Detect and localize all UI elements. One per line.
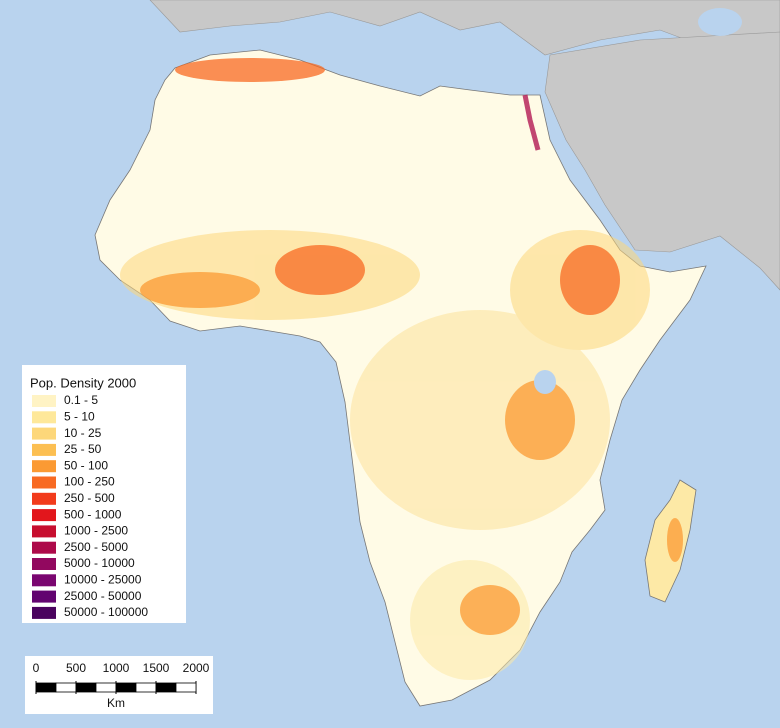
lake-victoria bbox=[534, 370, 556, 394]
hotspot bbox=[505, 380, 575, 460]
legend-items: 0.1 - 5 5 - 10 10 - 25 25 - 50 50 - 100 100 -… bbox=[32, 393, 148, 619]
legend-label: 100 - 250 bbox=[64, 475, 115, 489]
hotspot bbox=[560, 245, 620, 315]
legend-swatch bbox=[32, 427, 56, 440]
hotspot bbox=[667, 518, 683, 562]
legend-swatch bbox=[32, 476, 56, 489]
legend-swatch bbox=[32, 411, 56, 424]
density-area bbox=[120, 230, 420, 320]
scale-segment bbox=[115, 682, 137, 693]
legend-label: 25 - 50 bbox=[64, 442, 102, 456]
hotspot bbox=[175, 58, 325, 82]
scale-segment bbox=[35, 682, 57, 693]
caspian-sea bbox=[698, 8, 742, 36]
legend-swatch bbox=[32, 509, 56, 522]
legend-label: 50000 - 100000 bbox=[64, 605, 148, 619]
legend-label: 2500 - 5000 bbox=[64, 540, 128, 554]
legend-label: 10 - 25 bbox=[64, 426, 102, 440]
legend-swatch bbox=[32, 443, 56, 456]
legend-label: 1000 - 2500 bbox=[64, 524, 128, 538]
scale-bar: 0 500 1000 1500 2000 Km bbox=[33, 661, 210, 710]
legend-swatch bbox=[32, 525, 56, 538]
scale-tick-label: 2000 bbox=[183, 661, 210, 675]
legend-swatch bbox=[32, 590, 56, 603]
density-hotspots bbox=[140, 58, 683, 635]
scale-segment bbox=[95, 682, 117, 693]
legend-swatch bbox=[32, 558, 56, 570]
legend-swatch bbox=[32, 574, 56, 587]
legend-label: 25000 - 50000 bbox=[64, 589, 142, 603]
scale-segment bbox=[135, 682, 157, 693]
scale-segment bbox=[75, 682, 97, 693]
legend-label: 0.1 - 5 bbox=[64, 393, 98, 407]
legend-label: 250 - 500 bbox=[64, 491, 115, 505]
legend-swatch bbox=[32, 606, 56, 619]
nile-valley bbox=[522, 94, 541, 151]
legend-label: 50 - 100 bbox=[64, 458, 108, 472]
hotspot bbox=[275, 245, 365, 295]
scale-tick-label: 1000 bbox=[103, 661, 130, 675]
scale-segment bbox=[175, 682, 197, 693]
scale-unit: Km bbox=[107, 696, 125, 710]
hotspot bbox=[460, 585, 520, 635]
asia-landmass bbox=[544, 31, 780, 291]
scale-tick-label: 1500 bbox=[143, 661, 170, 675]
legend-label: 5000 - 10000 bbox=[64, 556, 135, 570]
density-area bbox=[350, 310, 610, 530]
scale-tick-label: 500 bbox=[66, 661, 86, 675]
scale-segment bbox=[155, 682, 177, 693]
scale-tick-label: 0 bbox=[33, 661, 40, 675]
scale-segment bbox=[55, 682, 77, 693]
legend-label: 5 - 10 bbox=[64, 409, 95, 423]
legend-title: Pop. Density 2000 bbox=[30, 375, 136, 390]
legend-label: 10000 - 25000 bbox=[64, 572, 142, 586]
legend-label: 500 - 1000 bbox=[64, 507, 122, 521]
legend-swatch bbox=[32, 395, 56, 407]
hotspot bbox=[140, 272, 260, 308]
legend-swatch bbox=[32, 492, 56, 505]
legend-swatch bbox=[32, 541, 56, 554]
legend-swatch bbox=[32, 460, 56, 473]
